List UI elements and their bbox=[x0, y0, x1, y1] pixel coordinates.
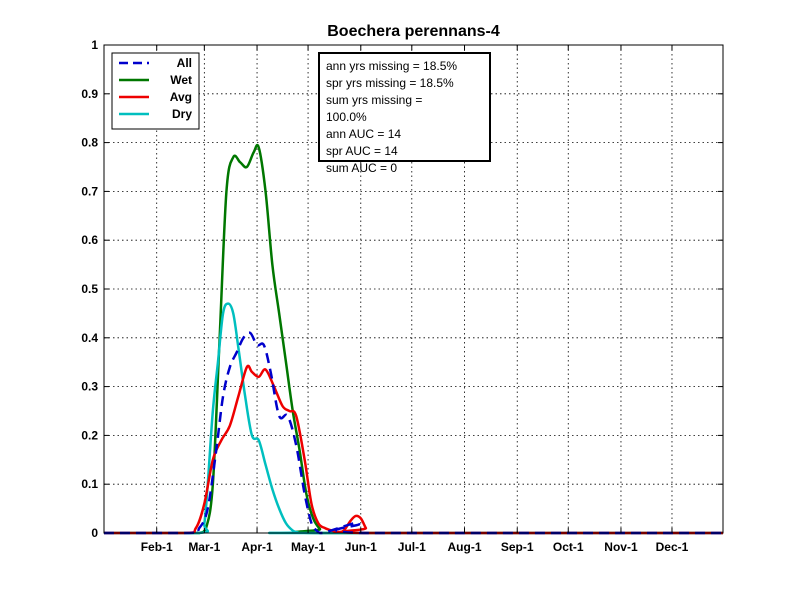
x-tick-label: Mar-1 bbox=[188, 540, 220, 554]
legend-label-avg: Avg bbox=[170, 90, 192, 104]
x-tick-label: Jul-1 bbox=[398, 540, 426, 554]
y-tick-label: 1 bbox=[91, 38, 98, 52]
y-tick-label: 0 bbox=[91, 526, 98, 540]
y-tick-label: 0.7 bbox=[81, 184, 98, 198]
y-tick-label: 0.2 bbox=[81, 428, 98, 442]
annotation-line: spr yrs missing = 18.5% bbox=[326, 76, 454, 90]
axis-ticks: Feb-1 Mar-1 Apr-1 May-1 Jun-1 Jul-1 Aug-1 Sep-1… bbox=[81, 38, 723, 554]
x-tick-label: Nov-1 bbox=[604, 540, 638, 554]
annotation-box: ann yrs missing = 18.5% spr yrs missing =… bbox=[318, 52, 491, 175]
series-line-avg bbox=[104, 364, 723, 535]
y-tick-label: 0.4 bbox=[81, 331, 98, 345]
x-tick-label: Jun-1 bbox=[345, 540, 377, 554]
annotation-line: ann AUC = 14 bbox=[326, 127, 401, 141]
x-tick-label: Dec-1 bbox=[656, 540, 689, 554]
y-tick-label: 0.6 bbox=[81, 233, 98, 247]
annotation-line: sum yrs missing = bbox=[326, 93, 422, 107]
legend-label-all: All bbox=[177, 56, 192, 70]
y-tick-label: 0.5 bbox=[81, 282, 98, 296]
series-line-all bbox=[104, 331, 723, 535]
y-tick-label: 0.9 bbox=[81, 87, 98, 101]
annotation-line: sum AUC = 0 bbox=[326, 161, 397, 175]
annotation-line: 100.0% bbox=[326, 110, 367, 124]
annotation-line: ann yrs missing = 18.5% bbox=[326, 59, 457, 73]
chart-title: Boechera perennans-4 bbox=[327, 23, 500, 40]
x-tick-label: May-1 bbox=[291, 540, 325, 554]
legend: All Wet Avg Dry bbox=[111, 52, 200, 130]
x-tick-label: Oct-1 bbox=[553, 540, 584, 554]
x-tick-label: Aug-1 bbox=[448, 540, 482, 554]
y-tick-label: 0.3 bbox=[81, 380, 98, 394]
x-tick-label: Feb-1 bbox=[141, 540, 173, 554]
legend-label-dry: Dry bbox=[172, 107, 192, 121]
x-tick-label: Sep-1 bbox=[501, 540, 534, 554]
legend-label-wet: Wet bbox=[170, 73, 192, 87]
y-tick-label: 0.1 bbox=[81, 477, 98, 491]
legend-box bbox=[111, 52, 200, 130]
x-tick-label: Apr-1 bbox=[241, 540, 273, 554]
y-tick-label: 0.8 bbox=[81, 136, 98, 150]
annotation-line: spr AUC = 14 bbox=[326, 144, 398, 158]
annotation-frame bbox=[318, 52, 491, 162]
